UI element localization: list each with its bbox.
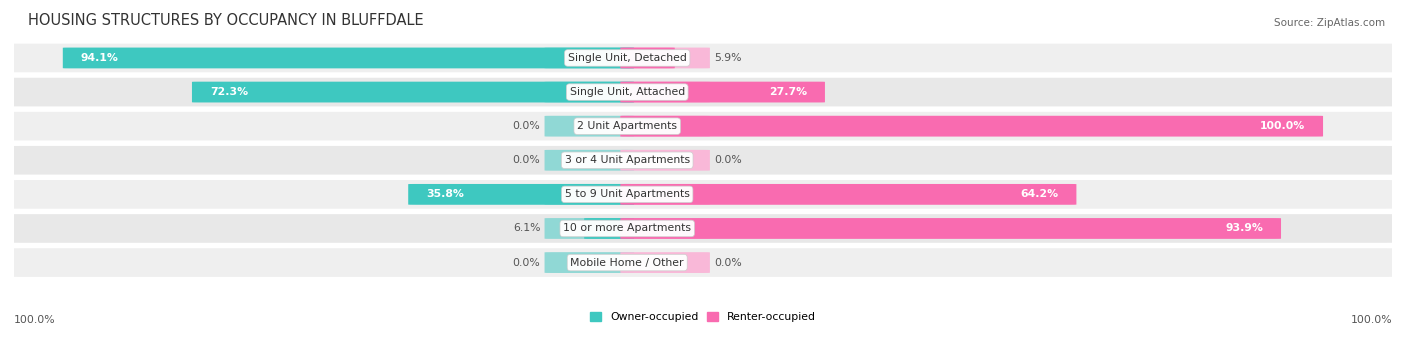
FancyBboxPatch shape <box>544 116 634 137</box>
FancyBboxPatch shape <box>0 248 1406 277</box>
FancyBboxPatch shape <box>544 184 634 205</box>
Text: 94.1%: 94.1% <box>80 53 118 63</box>
FancyBboxPatch shape <box>620 48 675 68</box>
FancyBboxPatch shape <box>544 150 634 170</box>
Text: 2 Unit Apartments: 2 Unit Apartments <box>578 121 678 131</box>
FancyBboxPatch shape <box>620 81 710 103</box>
Text: 64.2%: 64.2% <box>1021 189 1059 199</box>
FancyBboxPatch shape <box>620 116 710 137</box>
Text: 5 to 9 Unit Apartments: 5 to 9 Unit Apartments <box>565 189 690 199</box>
Text: 35.8%: 35.8% <box>426 189 464 199</box>
FancyBboxPatch shape <box>0 180 1406 209</box>
FancyBboxPatch shape <box>620 150 710 170</box>
FancyBboxPatch shape <box>0 112 1406 140</box>
FancyBboxPatch shape <box>193 81 634 103</box>
Text: 0.0%: 0.0% <box>714 155 742 165</box>
Text: 3 or 4 Unit Apartments: 3 or 4 Unit Apartments <box>565 155 690 165</box>
Text: 72.3%: 72.3% <box>209 87 247 97</box>
Text: HOUSING STRUCTURES BY OCCUPANCY IN BLUFFDALE: HOUSING STRUCTURES BY OCCUPANCY IN BLUFF… <box>28 13 423 28</box>
FancyBboxPatch shape <box>620 218 1281 239</box>
FancyBboxPatch shape <box>620 48 710 68</box>
Text: 93.9%: 93.9% <box>1225 223 1263 234</box>
FancyBboxPatch shape <box>0 78 1406 106</box>
Text: Single Unit, Detached: Single Unit, Detached <box>568 53 686 63</box>
Text: 6.1%: 6.1% <box>513 223 540 234</box>
Text: 100.0%: 100.0% <box>14 315 56 325</box>
Text: Mobile Home / Other: Mobile Home / Other <box>571 257 683 268</box>
Text: 27.7%: 27.7% <box>769 87 807 97</box>
FancyBboxPatch shape <box>583 218 634 239</box>
FancyBboxPatch shape <box>0 146 1406 175</box>
FancyBboxPatch shape <box>0 214 1406 243</box>
Text: Single Unit, Attached: Single Unit, Attached <box>569 87 685 97</box>
FancyBboxPatch shape <box>544 48 634 68</box>
FancyBboxPatch shape <box>0 44 1406 72</box>
FancyBboxPatch shape <box>544 81 634 103</box>
FancyBboxPatch shape <box>620 116 1323 137</box>
FancyBboxPatch shape <box>63 48 634 68</box>
Legend: Owner-occupied, Renter-occupied: Owner-occupied, Renter-occupied <box>586 308 820 327</box>
FancyBboxPatch shape <box>620 252 710 273</box>
Text: 0.0%: 0.0% <box>513 121 540 131</box>
FancyBboxPatch shape <box>620 184 1077 205</box>
FancyBboxPatch shape <box>620 218 710 239</box>
Text: 0.0%: 0.0% <box>513 155 540 165</box>
Text: 100.0%: 100.0% <box>1260 121 1305 131</box>
FancyBboxPatch shape <box>620 81 825 103</box>
Text: Source: ZipAtlas.com: Source: ZipAtlas.com <box>1274 18 1385 28</box>
Text: 10 or more Apartments: 10 or more Apartments <box>564 223 692 234</box>
FancyBboxPatch shape <box>620 184 710 205</box>
FancyBboxPatch shape <box>408 184 634 205</box>
Text: 5.9%: 5.9% <box>714 53 741 63</box>
Text: 0.0%: 0.0% <box>513 257 540 268</box>
FancyBboxPatch shape <box>544 218 634 239</box>
FancyBboxPatch shape <box>544 252 634 273</box>
Text: 100.0%: 100.0% <box>1350 315 1392 325</box>
Text: 0.0%: 0.0% <box>714 257 742 268</box>
